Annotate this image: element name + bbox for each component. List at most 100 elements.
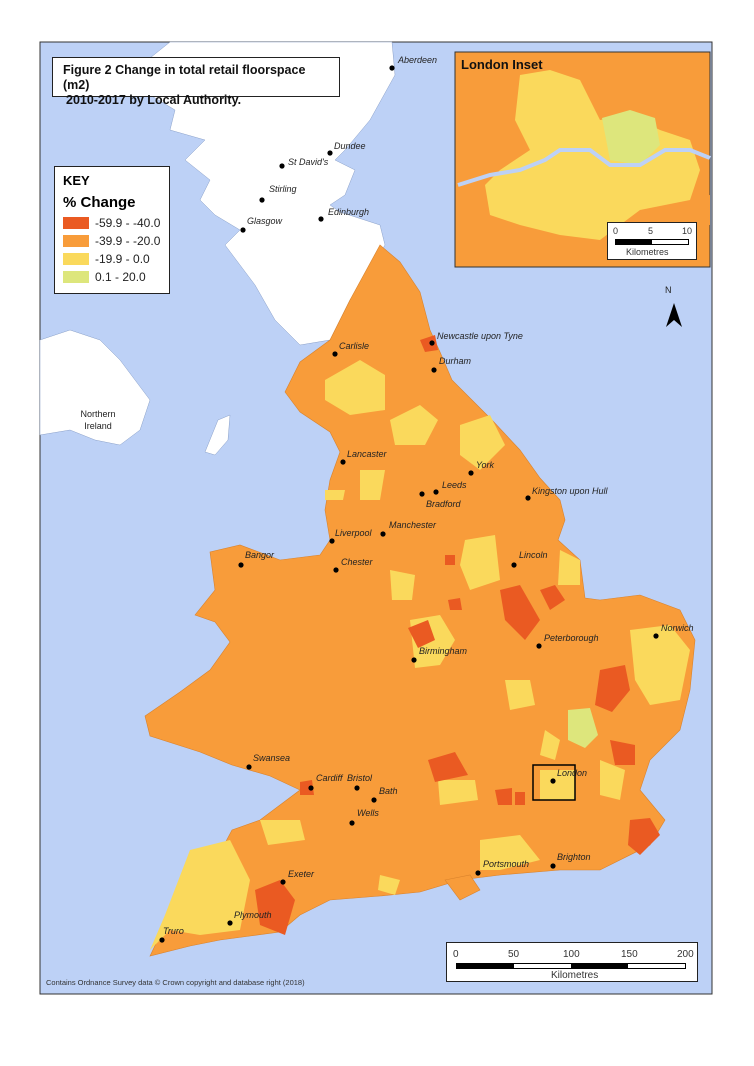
place-label: Norwich	[661, 623, 694, 633]
inset-yellow	[485, 70, 700, 240]
scale-tick: 50	[508, 949, 520, 960]
city-dot	[419, 491, 425, 497]
legend-swatch	[63, 235, 89, 247]
legend-swatch	[63, 217, 89, 229]
city-dots	[159, 65, 659, 943]
place-label: Bradford	[426, 499, 461, 509]
place-label: Brighton	[557, 852, 591, 862]
place-label: Portsmouth	[483, 859, 530, 869]
place-label: Chester	[341, 557, 373, 567]
scale-tick: 5	[648, 226, 654, 236]
isle-of-wight	[444, 874, 481, 901]
place-label: Stirling	[269, 184, 297, 194]
yellow-authorities	[150, 360, 690, 950]
city-dot	[259, 197, 265, 203]
legend-swatch	[63, 271, 89, 283]
isle-of-man	[204, 414, 231, 456]
city-dot	[159, 937, 165, 943]
place-label: Newcastle upon Tyne	[437, 331, 523, 341]
legend-swatch	[63, 253, 89, 265]
place-label: Bath	[379, 786, 398, 796]
scale-bar: 0 50 100 150 200 Kilometres	[446, 942, 698, 982]
place-label: York	[476, 460, 495, 470]
place-label: Liverpool	[335, 528, 372, 538]
scale-tick: 0	[613, 226, 619, 236]
city-dot	[329, 538, 335, 544]
scale-tick: 200	[677, 949, 694, 960]
place-label: Manchester	[389, 520, 437, 530]
legend-heading: KEY	[63, 173, 90, 188]
place-label: Leeds	[442, 480, 467, 490]
legend-item: 0.1 - 20.0	[63, 268, 161, 286]
city-dot	[349, 820, 355, 826]
city-dot	[475, 870, 481, 876]
scale-tick: 10	[682, 226, 693, 236]
legend-label: -39.9 - -20.0	[95, 234, 161, 248]
title-line-1: Figure 2 Change in total retail floorspa…	[63, 63, 306, 92]
place-label: Peterborough	[544, 633, 599, 643]
city-dot	[511, 562, 517, 568]
place-label: Durham	[439, 356, 472, 366]
place-label: Swansea	[253, 753, 291, 763]
city-dot	[318, 216, 324, 222]
place-label: Lancaster	[347, 449, 387, 459]
legend-label: -19.9 - 0.0	[95, 252, 150, 266]
place-label: Cardiff	[316, 773, 343, 783]
legend-item: -59.9 - -40.0	[63, 214, 161, 232]
city-dot	[340, 459, 346, 465]
scale-tick: 0	[453, 949, 459, 960]
place-label: Dundee	[334, 141, 366, 151]
scale-unit: Kilometres	[551, 970, 599, 981]
city-dot	[371, 797, 377, 803]
city-dot	[550, 778, 556, 784]
inset-title: London Inset	[461, 57, 543, 72]
scale-bar-graphic	[615, 239, 689, 245]
place-label: Aberdeen	[398, 55, 438, 65]
place-label: Plymouth	[234, 910, 272, 920]
city-dot	[240, 227, 246, 233]
city-dot	[246, 764, 252, 770]
city-dot	[327, 150, 333, 156]
place-label: Kingston upon Hull	[532, 486, 608, 496]
place-label: Truro	[163, 926, 184, 936]
red-authorities	[255, 335, 660, 935]
legend-subheading: % Change	[63, 194, 136, 211]
north-label: N	[665, 285, 672, 295]
place-label: Lincoln	[519, 550, 548, 560]
place-label: Carlisle	[339, 341, 370, 351]
legend-label: -59.9 - -40.0	[95, 216, 161, 230]
city-dot	[380, 531, 386, 537]
city-dot	[653, 633, 659, 639]
city-dot	[227, 920, 233, 926]
inset-green	[602, 110, 660, 165]
scale-bar-graphic	[456, 963, 686, 969]
place-label: St David's	[288, 157, 329, 167]
legend-item: -19.9 - 0.0	[63, 250, 161, 268]
place-label: Bristol	[347, 773, 373, 783]
legend-label: 0.1 - 20.0	[95, 270, 146, 284]
city-dot	[433, 489, 439, 495]
city-dot	[431, 367, 437, 373]
inset-scale-bar: 0 5 10 Kilometres	[607, 222, 697, 260]
city-dot	[411, 657, 417, 663]
city-dot	[238, 562, 244, 568]
place-label: Edinburgh	[328, 207, 370, 217]
place-label: Wells	[357, 808, 379, 818]
river-thames	[457, 148, 711, 187]
city-dot	[536, 643, 542, 649]
place-label: London	[557, 768, 588, 778]
northern-ireland	[39, 329, 151, 446]
legend: KEY % Change -59.9 - -40.0 -39.9 - -20.0…	[54, 166, 170, 294]
city-dot	[525, 495, 531, 501]
scale-tick: 100	[563, 949, 580, 960]
title-line-2: 2010-2017 by Local Authority.	[66, 93, 242, 107]
north-arrow	[666, 303, 682, 327]
city-dot	[279, 163, 285, 169]
city-dot	[389, 65, 395, 71]
city-dot	[354, 785, 360, 791]
green-authority	[568, 708, 598, 748]
scale-tick: 150	[621, 949, 638, 960]
scotland	[134, 41, 396, 346]
place-label: Northern Ireland	[80, 409, 116, 431]
